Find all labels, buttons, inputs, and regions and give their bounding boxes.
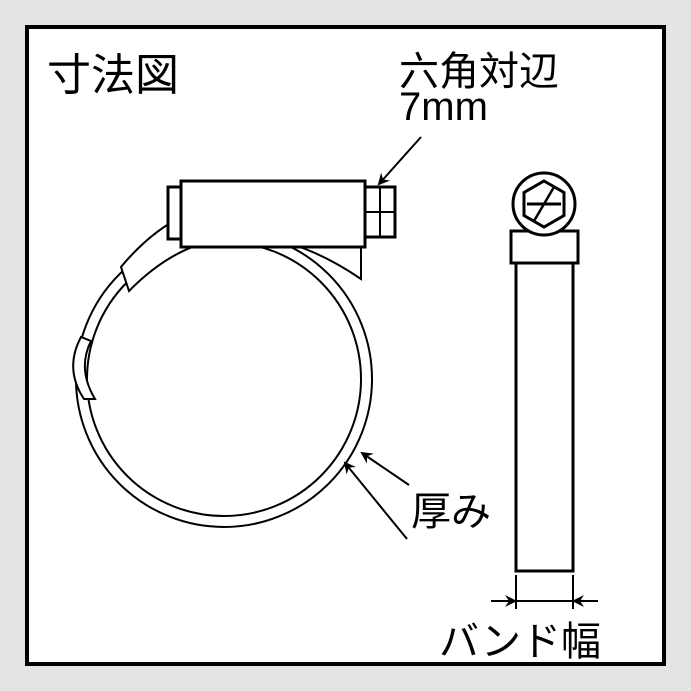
side-view [511,173,578,571]
front-view [73,181,395,527]
leader-thickness-outer-icon [362,453,409,485]
leader-hex-icon [379,137,421,184]
leader-thickness-inner-icon [345,463,407,539]
band-width-dimension-icon [491,575,598,609]
dimensional-drawing [29,29,662,662]
diagram-frame: 寸法図 六角対辺 7mm 厚み バンド幅 [25,25,666,666]
